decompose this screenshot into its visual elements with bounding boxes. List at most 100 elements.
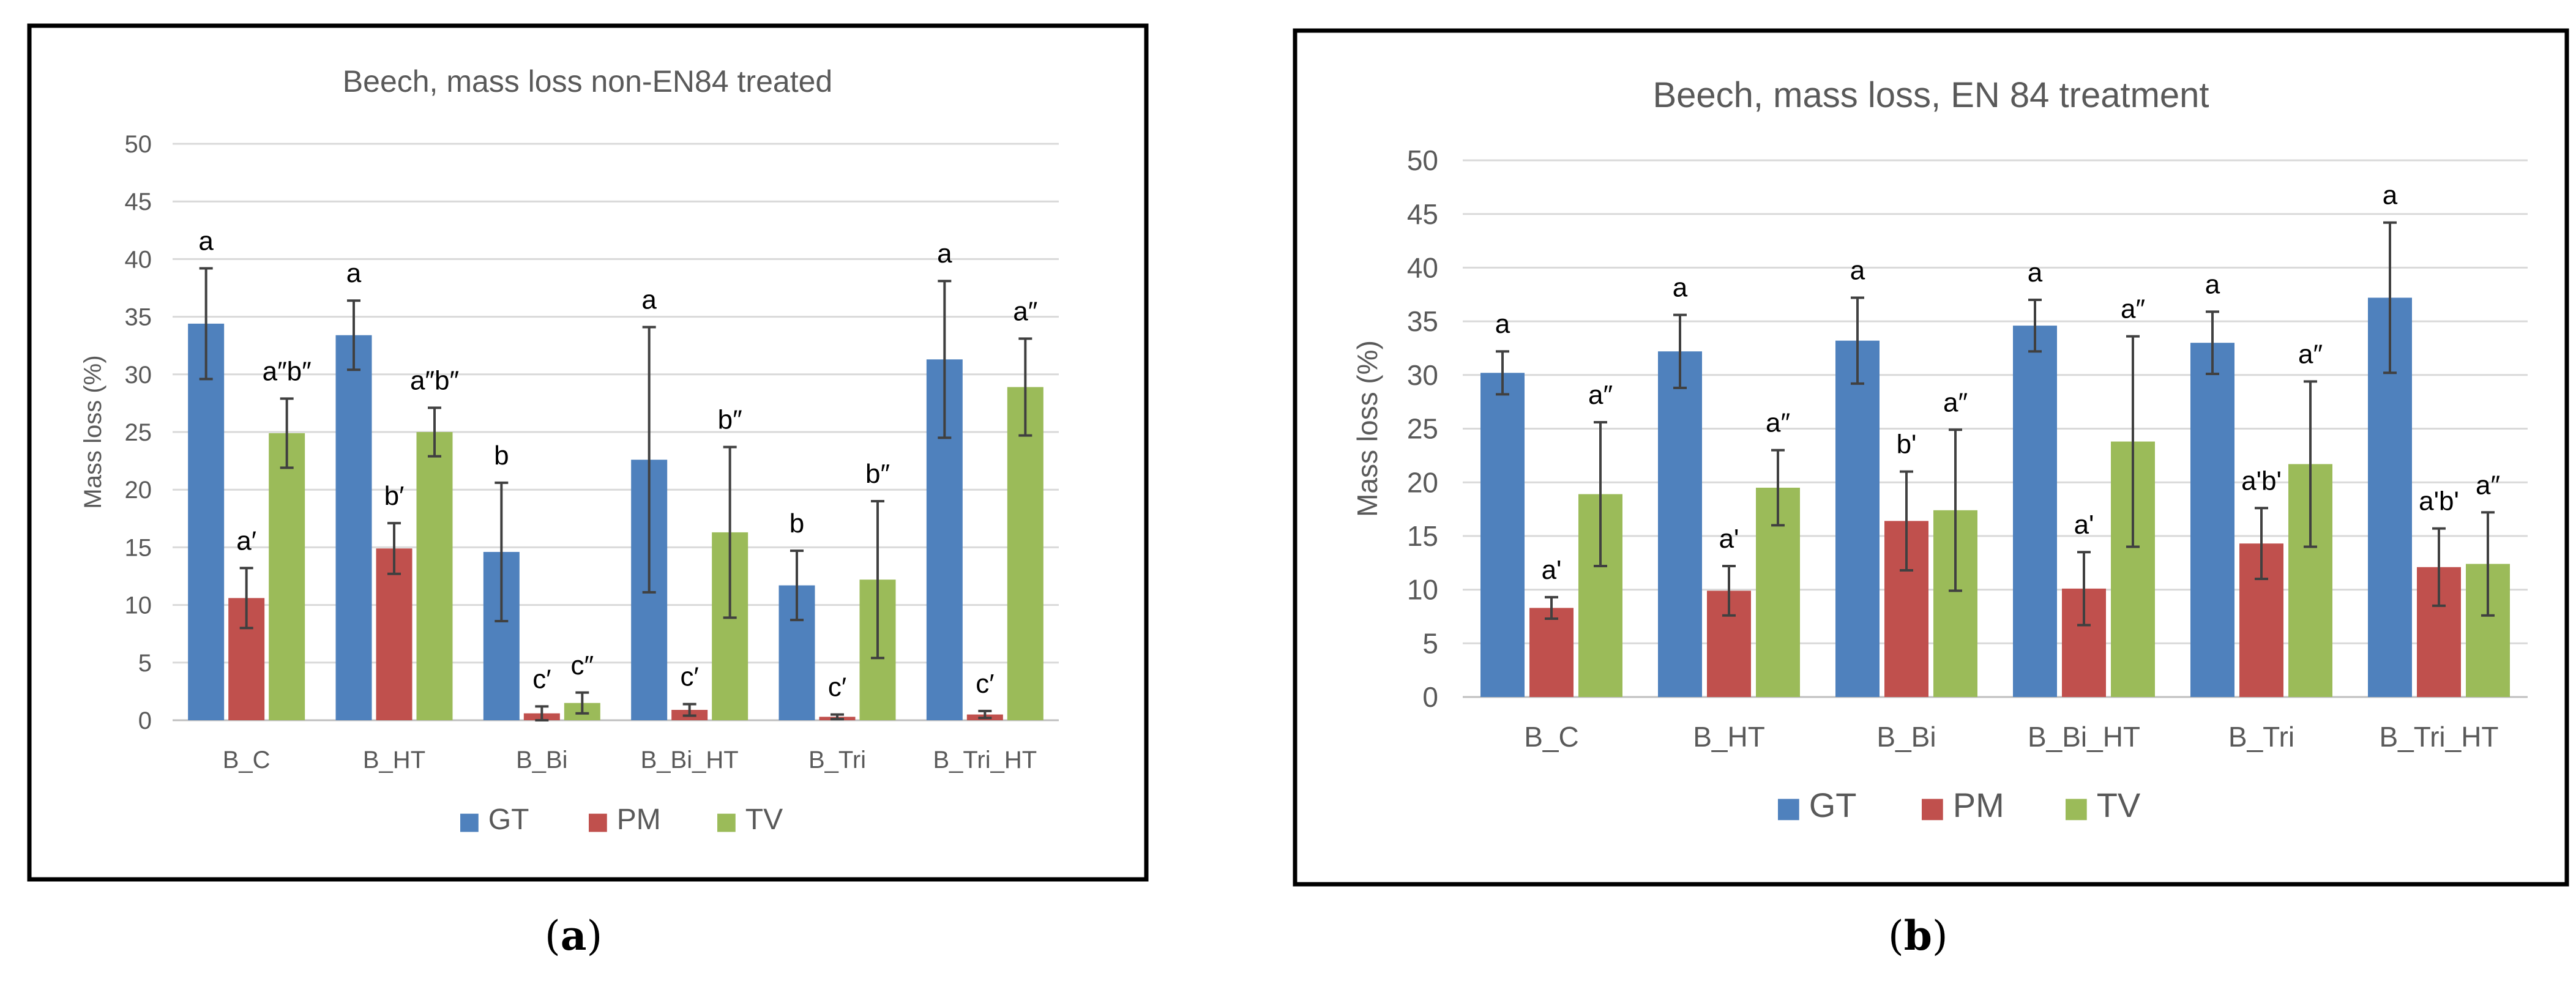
y-tick-label: 35: [1407, 305, 1438, 337]
bar-pm: [1529, 608, 1574, 697]
significance-label: a'b': [2419, 486, 2459, 516]
y-tick-label: 15: [1407, 520, 1438, 552]
significance-label: a: [346, 258, 362, 288]
significance-label: a′: [236, 526, 256, 556]
bar-pm: [376, 548, 413, 720]
y-tick-label: 30: [1407, 359, 1438, 391]
legend-label: PM: [1953, 786, 2004, 824]
legend-swatch-gt: [460, 813, 479, 832]
legend-label: TV: [2097, 786, 2141, 824]
significance-label: b': [1897, 430, 1917, 460]
category-label: B_Tri_HT: [2379, 721, 2498, 753]
significance-label: a″: [1013, 296, 1037, 326]
significance-label: a': [2074, 510, 2094, 540]
y-tick-label: 5: [1422, 627, 1438, 659]
significance-label: b′: [384, 481, 405, 511]
significance-label: b: [494, 441, 509, 471]
panel-label-a-close: ): [586, 912, 603, 960]
significance-label: a': [1719, 524, 1739, 554]
chart-title: Beech, mass loss non-EN84 treated: [343, 64, 832, 99]
panel-label-b: (b): [1888, 912, 1948, 960]
y-tick-label: 40: [1407, 252, 1438, 284]
y-tick-label: 20: [125, 477, 152, 504]
significance-label: a: [1673, 273, 1688, 303]
significance-label: a: [198, 226, 214, 256]
y-tick-label: 25: [125, 419, 152, 446]
significance-label: a: [641, 285, 657, 315]
significance-label: a″: [2298, 339, 2323, 369]
y-tick-label: 5: [138, 650, 152, 677]
significance-label: b: [790, 509, 804, 539]
y-tick-label: 30: [125, 362, 152, 389]
y-tick-label: 45: [1407, 198, 1438, 230]
significance-label: a: [1495, 309, 1510, 339]
y-tick-label: 25: [1407, 413, 1438, 445]
significance-label: c′: [828, 673, 846, 703]
legend-label: GT: [488, 803, 529, 836]
significance-label: a″: [1588, 380, 1613, 410]
y-tick-label: 0: [138, 707, 152, 734]
significance-label: a: [1850, 256, 1865, 286]
chart-a: Beech, mass loss non-EN84 treated 0 5 10 15 2…: [80, 64, 1059, 836]
significance-label: a″: [2121, 294, 2145, 324]
significance-label: a: [2028, 258, 2043, 288]
category-label: B_Bi_HT: [2028, 721, 2140, 753]
legend-label: GT: [1809, 786, 1857, 824]
bar-tv: [416, 432, 453, 720]
significance-label: a″b″: [410, 365, 459, 395]
panel-label-b-letter: b: [1903, 912, 1932, 960]
bar-gt: [1835, 340, 1880, 697]
y-axis-label: Mass loss (%): [1351, 340, 1383, 517]
legend-swatch-gt: [1778, 799, 1799, 821]
significance-label: a″: [1766, 408, 1790, 438]
category-label: B_Tri_HT: [933, 747, 1037, 773]
significance-label: a″: [2476, 470, 2500, 500]
category-label: B_C: [1524, 721, 1578, 753]
category-label: B_Tri: [808, 747, 866, 773]
legend-swatch-pm: [589, 813, 607, 832]
panel-label-b-close: ): [1932, 912, 1948, 960]
chart-title: Beech, mass loss, EN 84 treatment: [1652, 75, 2209, 115]
legend-label: PM: [617, 803, 661, 836]
panel-label-a-letter: a: [560, 912, 587, 960]
significance-label: b″: [718, 404, 742, 434]
y-tick-label: 0: [1422, 681, 1438, 713]
y-tick-label: 10: [1407, 574, 1438, 606]
significance-label: a: [2205, 269, 2220, 299]
legend-swatch-pm: [1922, 799, 1943, 821]
category-label: B_Tri: [2228, 721, 2294, 753]
panel-label-a-open: (: [545, 912, 561, 960]
panel-label-b-open: (: [1888, 912, 1904, 960]
y-tick-label: 40: [125, 246, 152, 273]
category-label: B_Bi_HT: [641, 747, 739, 773]
category-label: B_Bi: [1876, 721, 1936, 753]
significance-label: a″: [1943, 387, 1968, 417]
chart-b: Beech, mass loss, EN 84 treatment 0 5 10 15 2…: [1351, 75, 2528, 824]
y-tick-label: 10: [125, 592, 152, 619]
significance-label: a: [937, 239, 952, 269]
panel-label-a: (a): [545, 912, 602, 960]
category-label: B_Bi: [516, 747, 568, 773]
significance-label: c′: [976, 669, 994, 699]
category-label: B_HT: [363, 747, 425, 773]
bar-gt: [1480, 373, 1525, 697]
legend-label: TV: [745, 803, 783, 836]
category-label: B_C: [223, 747, 271, 773]
significance-label: a: [2383, 181, 2398, 211]
legend-swatch-tv: [717, 813, 736, 832]
bar-gt: [188, 323, 225, 720]
significance-label: c″: [571, 650, 594, 680]
bar-gt: [1658, 351, 1702, 697]
y-tick-label: 20: [1407, 466, 1438, 498]
legend-swatch-tv: [2066, 799, 2087, 821]
category-label: B_HT: [1693, 721, 1765, 753]
significance-label: a″b″: [263, 356, 312, 386]
y-tick-label: 50: [1407, 144, 1438, 176]
y-axis-label: Mass loss (%): [80, 355, 106, 509]
y-tick-label: 35: [125, 304, 152, 331]
bar-tv: [269, 433, 305, 720]
significance-label: a'b': [2241, 466, 2282, 496]
bar-tv: [1007, 387, 1043, 720]
bar-gt: [335, 335, 372, 720]
